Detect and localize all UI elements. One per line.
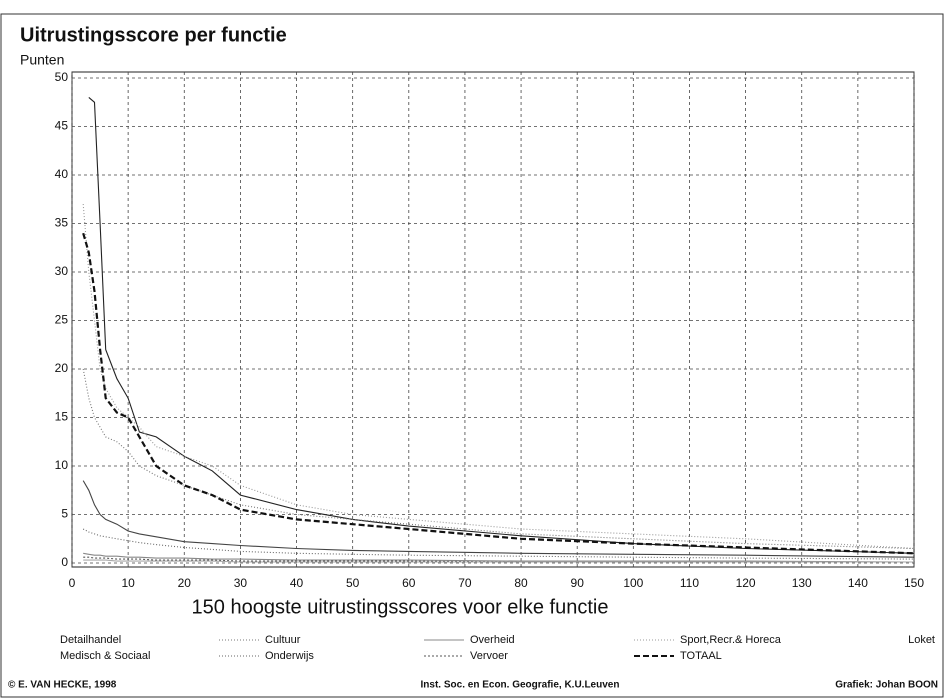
legend-label: TOTAAL (680, 650, 722, 662)
y-tick-label: 40 (55, 167, 69, 181)
y-tick-label: 25 (55, 313, 69, 327)
legend-label: Medisch & Sociaal (60, 650, 151, 662)
x-tick-label: 90 (571, 576, 585, 590)
series-line (82, 232, 915, 555)
legend-label: Sport,Recr.& Horeca (680, 634, 782, 646)
x-tick-label: 100 (623, 576, 643, 590)
footer-center: Inst. Soc. en Econ. Geografie, K.U.Leuve… (421, 680, 620, 691)
y-tick-label: 20 (55, 361, 69, 375)
x-tick-label: 60 (402, 576, 416, 590)
x-tick-label: 20 (178, 576, 192, 590)
series-line (82, 368, 915, 550)
y-axis-label: Punten (20, 52, 64, 68)
x-tick-label: 40 (290, 576, 304, 590)
series-line (83, 556, 914, 563)
plot-frame (71, 71, 915, 568)
y-tick-label: 45 (55, 119, 69, 133)
page-frame (0, 13, 944, 698)
x-tick-label: 10 (121, 576, 135, 590)
y-tick-label: 50 (55, 70, 69, 84)
y-tick-label: 0 (61, 555, 68, 569)
x-tick-label: 30 (234, 576, 248, 590)
legend-label: Loket (908, 634, 935, 646)
series-line (83, 552, 915, 563)
series-line (82, 528, 915, 560)
legend-label: Vervoer (470, 650, 508, 662)
y-tick-label: 35 (55, 216, 69, 230)
legend-label: Detailhandel (60, 634, 121, 646)
series-line (88, 96, 915, 554)
footer-right: Grafiek: Johan BOON (835, 680, 938, 691)
footer-left: © E. VAN HECKE, 1998 (8, 680, 117, 691)
legend-label: Onderwijs (265, 650, 314, 662)
x-tick-label: 70 (458, 576, 472, 590)
series-line (82, 204, 915, 550)
y-tick-label: 15 (55, 410, 69, 424)
series-line (83, 559, 914, 563)
x-tick-label: 140 (848, 576, 868, 590)
series-line (82, 480, 915, 558)
x-tick-label: 80 (514, 576, 528, 590)
y-tick-label: 10 (55, 458, 69, 472)
y-tick-label: 30 (55, 264, 69, 278)
chart-title: Uitrustingsscore per functie (20, 24, 287, 46)
legend-label: Cultuur (265, 634, 301, 646)
y-tick-label: 5 (61, 507, 68, 521)
x-tick-label: 150 (904, 576, 924, 590)
x-tick-label: 110 (680, 576, 699, 590)
x-tick-label: 50 (346, 576, 360, 590)
legend-label: Overheid (470, 634, 515, 646)
x-tick-label: 130 (792, 576, 812, 590)
x-tick-label: 120 (736, 576, 756, 590)
x-tick-label: 0 (69, 576, 76, 590)
x-axis-label: 150 hoogste uitrustingsscores voor elke … (192, 596, 609, 618)
